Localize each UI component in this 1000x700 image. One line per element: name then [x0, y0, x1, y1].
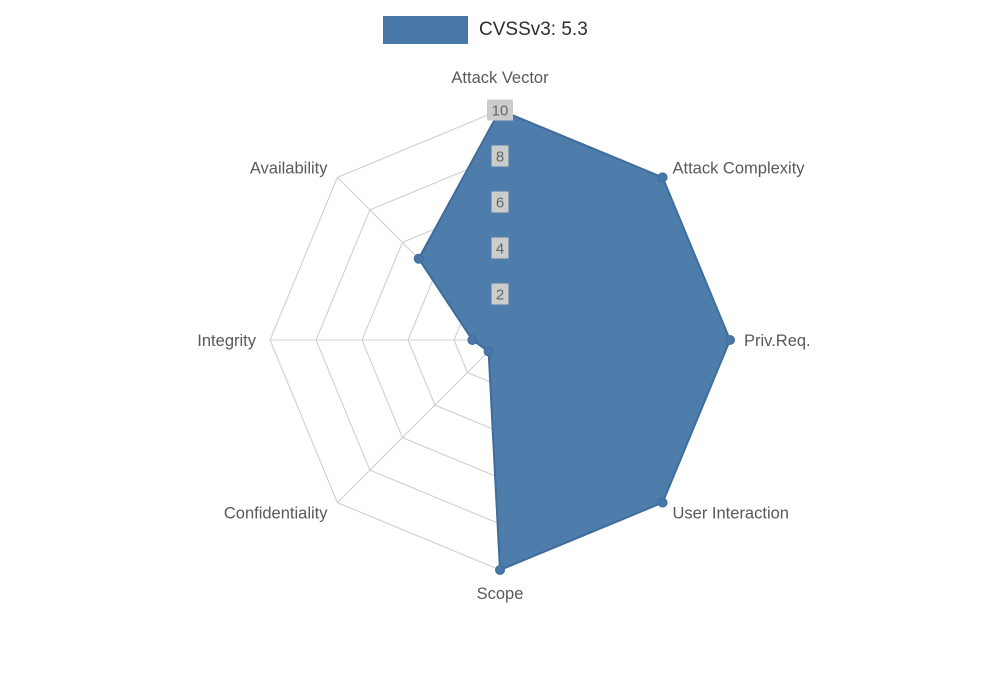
axis-label-attack-vector: Attack Vector [451, 69, 549, 87]
legend: CVSSv3: 5.3 [383, 16, 588, 44]
tick-label-bg [487, 99, 513, 121]
vertex-dot [657, 172, 668, 183]
tick-label: 6 [496, 195, 504, 212]
tick-label-bg [491, 145, 509, 167]
tick-label-bg [491, 237, 509, 259]
tick-label: 8 [496, 149, 504, 166]
tick-label: 4 [496, 241, 504, 258]
tick-label-bg [491, 191, 509, 213]
tick-label: 2 [496, 287, 504, 304]
axis-label-priv-req: Priv.Req. [744, 332, 811, 350]
axis-spoke [337, 339, 501, 503]
tick-label-bg [491, 283, 509, 305]
legend-label: CVSSv3: 5.3 [479, 19, 588, 40]
axis-label-attack-complexity: Attack Complexity [673, 160, 806, 178]
legend-swatch [383, 16, 468, 44]
vertex-dot [725, 335, 735, 345]
vertex-dot [467, 335, 478, 345]
vertex-dot [495, 565, 505, 575]
vertex-dot [413, 253, 424, 264]
tick-label: 10 [492, 103, 509, 120]
axis-label-availability: Availability [250, 160, 328, 178]
axis-label-confidentiality: Confidentiality [224, 505, 328, 523]
vertex-dot [483, 346, 494, 357]
axis-label-scope: Scope [477, 585, 524, 603]
axis-label-integrity: Integrity [197, 332, 256, 350]
axis-label-user-interaction: User Interaction [673, 505, 789, 523]
vertex-dot [657, 497, 668, 508]
